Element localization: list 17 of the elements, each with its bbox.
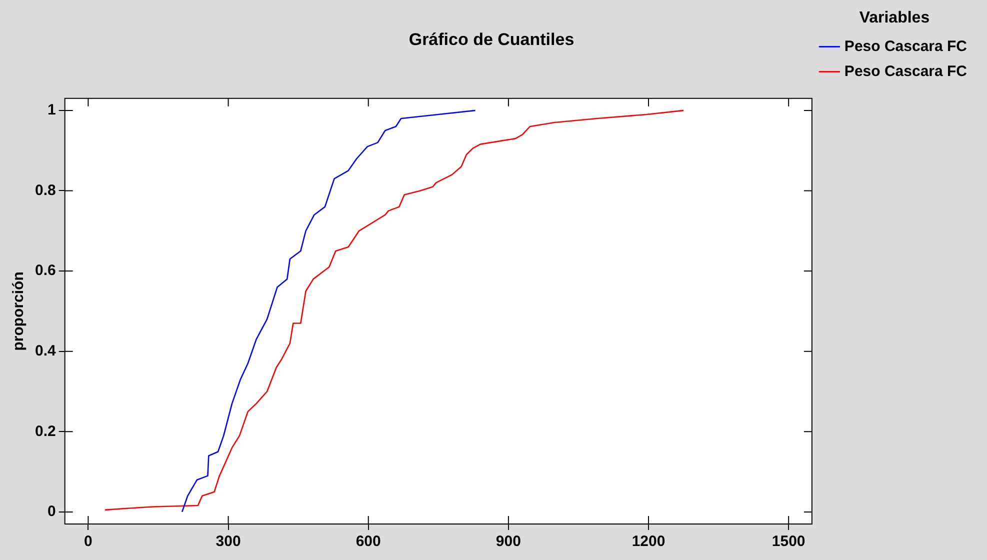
legend-label: Peso Cascara FC	[844, 38, 968, 55]
legend-title: Variables	[859, 9, 930, 26]
x-tick-label: 0	[84, 533, 92, 550]
x-tick-label: 300	[216, 533, 241, 550]
legend-label: Peso Cascara FC	[844, 62, 968, 80]
y-axis-title: proporción	[10, 272, 28, 351]
x-tick-label: 600	[356, 533, 381, 550]
y-tick-label: 0.8	[34, 182, 56, 199]
chart-title: Gráfico de Cuantiles	[408, 30, 574, 49]
y-tick-label: 0.2	[34, 422, 56, 440]
x-tick-label: 1500	[772, 533, 806, 550]
y-tick-label: 1	[48, 102, 56, 119]
y-tick-label: 0	[48, 503, 56, 520]
x-tick-label: 1200	[632, 533, 666, 550]
y-tick-label: 0.4	[34, 342, 56, 360]
x-tick-label: 900	[496, 533, 521, 550]
y-tick-label: 0.6	[34, 262, 56, 280]
